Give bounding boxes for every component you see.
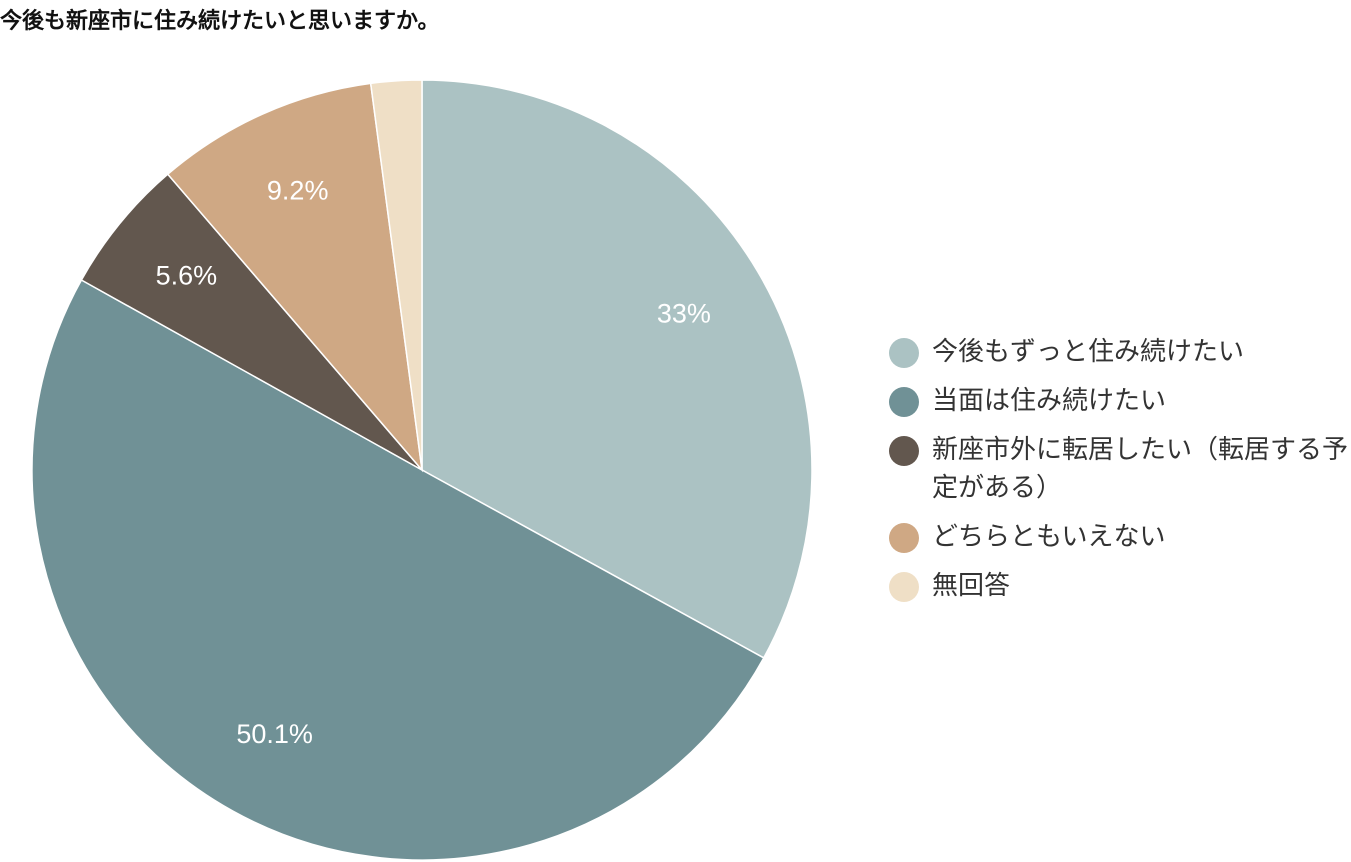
legend: 今後もずっと住み続けたい 当面は住み続けたい 新座市外に転居したい（転居する予定… <box>889 333 1349 616</box>
legend-swatch <box>889 436 919 466</box>
pie-slice <box>31 278 765 861</box>
chart-title: 今後も新座市に住み続けたいと思いますか。 <box>0 9 440 34</box>
legend-label: 当面は住み続けたい <box>932 386 1167 416</box>
slice-value-label: 50.1% <box>236 719 313 749</box>
legend-label: 今後もずっと住み続けたい <box>932 337 1245 367</box>
slice-value-label: 9.2% <box>267 175 329 205</box>
legend-label: 新座市外に転居したい（転居する予定がある） <box>932 435 1349 503</box>
pie-slice <box>369 79 423 471</box>
slice-value-label: 5.6% <box>156 261 218 291</box>
legend-label: どちらともいえない <box>932 522 1166 552</box>
legend-item-toumen: 当面は住み続けたい <box>889 382 1349 420</box>
legend-item-zutto: 今後もずっと住み続けたい <box>889 333 1349 371</box>
pie-slice <box>421 79 813 659</box>
pie-slice <box>166 82 424 473</box>
legend-item-tenkyo: 新座市外に転居したい（転居する予定がある） <box>889 431 1349 507</box>
legend-swatch <box>889 523 919 553</box>
legend-item-mukaitou: 無回答 <box>889 567 1349 605</box>
legend-item-dochiramo: どちらともいえない <box>889 518 1349 556</box>
legend-swatch <box>889 338 919 368</box>
pie-slice <box>80 173 423 471</box>
slice-value-label: 33% <box>657 298 711 328</box>
legend-label: 無回答 <box>932 571 1011 601</box>
legend-swatch <box>889 572 919 602</box>
legend-swatch <box>889 387 919 417</box>
